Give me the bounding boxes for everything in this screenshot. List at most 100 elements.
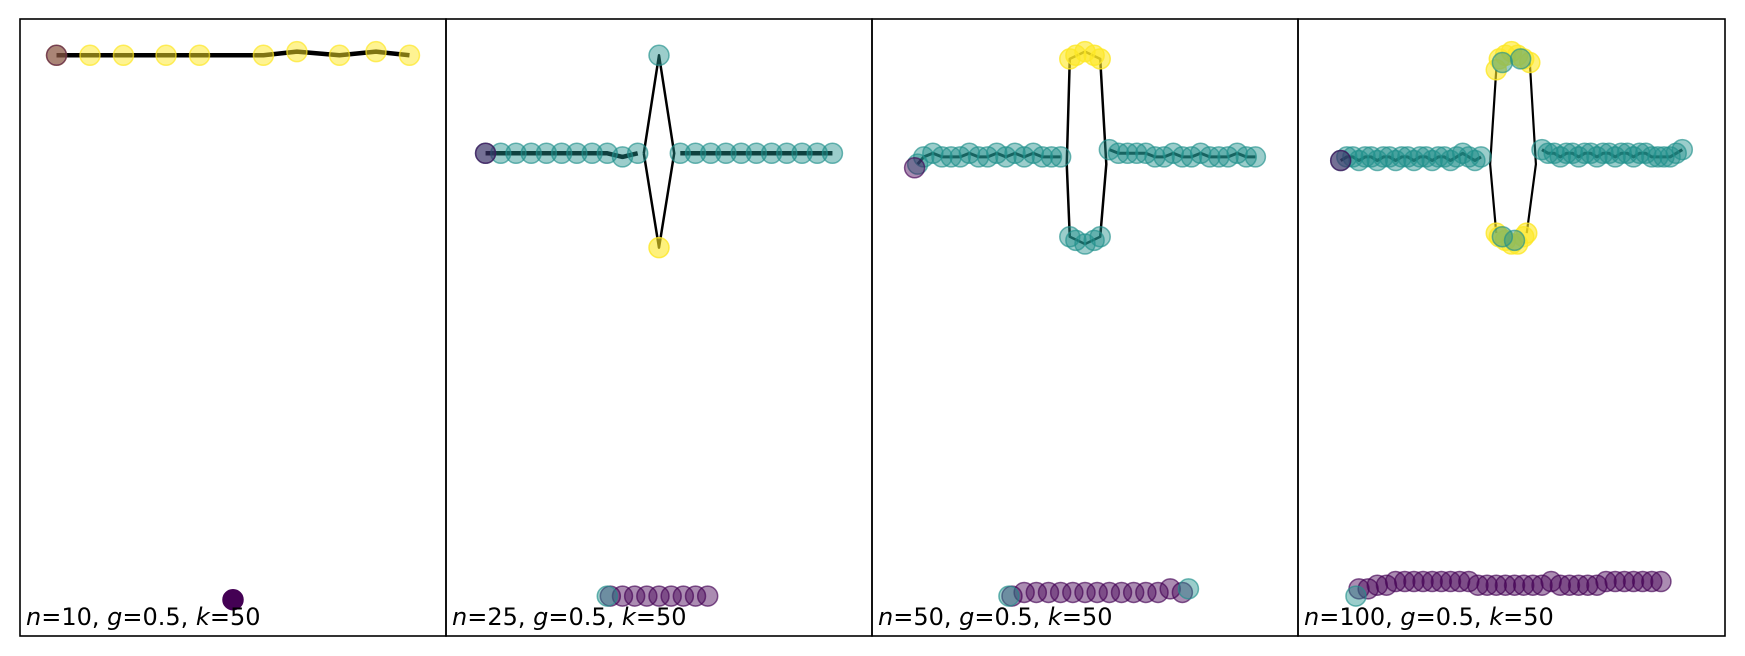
panel-2-series-2-point-1 [669, 142, 692, 165]
panel-4-series-1-point-23 [1464, 149, 1486, 172]
panel-4-series-2-point-24 [1671, 138, 1694, 161]
panel-2-series-6-point-4 [636, 585, 658, 607]
panel-4-series-8-point-1 [1345, 585, 1367, 607]
panel-2-label: n=25, g=0.5, k=50 [452, 603, 686, 631]
panel-4-label-g: g [1400, 603, 1415, 631]
panel-4: n=100, g=0.5, k=50 [1297, 18, 1726, 637]
panel-4-series-2-point-11 [1592, 142, 1614, 165]
panel-2-series-3-point-1 [648, 44, 670, 67]
panel-3-series-6-point-12 [1135, 581, 1157, 604]
panel-3-series-2-point-4 [1125, 142, 1148, 165]
panel-4-label-k-value: 50 [1523, 603, 1554, 631]
panel-3-label-g: g [959, 603, 974, 631]
panel-4-series-7-point-20 [1522, 574, 1544, 596]
panel-1-label-g: g [107, 603, 122, 631]
panel-2-label-k: k [622, 603, 637, 631]
panel-4-series-1-point-6 [1360, 146, 1382, 168]
panel-4-series-2-point-3 [1543, 142, 1565, 165]
panel-3-series-1-point-8 [967, 146, 990, 168]
panel-4-series-7-point-9 [1421, 570, 1443, 593]
panel-4-series-1-point-4 [1348, 149, 1370, 172]
panel-4-series-7-point-5 [1384, 570, 1407, 593]
panel-4-series-1-point-5 [1354, 146, 1376, 168]
panel-2: n=25, g=0.5, k=50 [445, 18, 873, 637]
panel-3: n=50, g=0.5, k=50 [871, 18, 1299, 637]
panel-4-series-2-point-12 [1598, 142, 1620, 165]
panel-2-series-2-point-10 [806, 142, 828, 165]
panel-1-label-n-value: 10 [61, 603, 92, 631]
panel-3-series-6-point-10 [1110, 581, 1133, 604]
panel-4-series-1-point-21 [1451, 142, 1474, 165]
panel-3-series-6-point-8 [1086, 581, 1108, 604]
panel-3-label-n-value: 50 [913, 603, 944, 631]
panel-2-connector-1 [642, 54, 676, 249]
panel-4-series-2-point-10 [1586, 146, 1608, 168]
panel-2-series-5-point-1 [474, 142, 497, 165]
panel-3-series-4-point-4 [1083, 229, 1105, 252]
panel-4-series-2-point-9 [1580, 142, 1602, 165]
panel-3-series-2-point-9 [1171, 146, 1194, 168]
panel-1-series-3-point-1 [222, 588, 244, 611]
panel-1-label-k-value: 50 [230, 603, 261, 631]
panel-4-series-1-point-13 [1403, 149, 1425, 172]
panel-4-series-7-point-11 [1439, 570, 1462, 593]
panel-4-series-1-point-14 [1409, 146, 1431, 168]
panel-2-series-2-point-6 [745, 142, 768, 165]
panel-3-label-k: k [1048, 603, 1063, 631]
panel-4-series-7-point-7 [1403, 570, 1425, 593]
panel-3-series-6-point-4 [1037, 581, 1060, 604]
panel-3-series-4-point-5 [1089, 226, 1111, 248]
panel-3-frame [871, 18, 1299, 637]
panel-4-series-1-point-11 [1390, 146, 1413, 168]
panel-2-series-6-point-5 [648, 585, 670, 607]
panel-3-series-2-point-13 [1208, 146, 1230, 168]
panel-3-series-6-point-5 [1049, 581, 1072, 604]
panel-4-series-1-point-12 [1397, 146, 1419, 168]
panel-4-series-7-point-31 [1622, 570, 1645, 593]
panel-1-label: n=10, g=0.5, k=50 [26, 603, 260, 631]
panel-4-series-5-point-1 [1491, 51, 1514, 74]
panel-2-label-g: g [533, 603, 548, 631]
panel-2-series-7-point-1 [596, 585, 619, 607]
panel-1-series-2-point-1 [45, 44, 68, 67]
panel-4-plot-area [1329, 40, 1694, 607]
panel-4-series-1-point-15 [1415, 146, 1437, 168]
panel-4-series-5-point-3 [1491, 226, 1514, 248]
panel-2-label-n: n [452, 603, 467, 631]
panel-4-series-2-point-7 [1567, 146, 1590, 168]
panel-4-series-7-point-29 [1604, 570, 1626, 593]
panel-3-series-2-point-6 [1144, 146, 1166, 168]
panel-3-series-3-point-5 [1089, 48, 1111, 70]
panel-1-label-k: k [196, 603, 211, 631]
panel-2-series-6-point-8 [684, 585, 707, 607]
panel-4-connector-1 [1489, 69, 1498, 234]
panel-2-series-4-point-1 [648, 236, 670, 259]
panel-2-series-1-point-8 [581, 142, 603, 165]
panel-4-series-2-point-13 [1604, 146, 1626, 168]
panel-4-series-7-point-25 [1567, 574, 1590, 596]
panel-1-series-1-point-7 [286, 40, 308, 63]
panel-4-series-2-point-1 [1531, 138, 1553, 161]
panel-2-series-2-point-5 [730, 142, 752, 165]
panel-4-series-2-point-16 [1622, 146, 1645, 168]
panel-2-series-2-point-7 [760, 142, 783, 165]
panel-4-series-2-point-23 [1665, 142, 1687, 165]
panel-2-series-6-point-2 [611, 585, 634, 607]
panel-1-series-1-point-4 [155, 44, 177, 67]
panel-4-series-2-point-19 [1641, 146, 1663, 168]
panel-2-series-2-point-4 [715, 142, 737, 165]
panel-4-series-1-point-8 [1372, 146, 1395, 168]
panel-2-series-6-point-7 [672, 585, 695, 607]
panel-3-series-2-point-3 [1116, 142, 1139, 165]
panel-4-series-7-point-23 [1549, 574, 1572, 596]
panel-3-series-1-point-4 [931, 146, 953, 168]
panel-4-label-n: n [1304, 603, 1319, 631]
panel-2-series-6-point-6 [660, 585, 682, 607]
panel-3-series-6-point-15 [1171, 581, 1194, 604]
panel-2-series-1-point-5 [535, 142, 558, 165]
panel-4-series-1-point-7 [1366, 149, 1389, 172]
panel-4-series-1-point-22 [1458, 146, 1480, 168]
panel-4-series-1-point-24 [1470, 146, 1492, 168]
panel-3-series-1-point-16 [1040, 146, 1063, 168]
panel-2-series-1-point-2 [490, 142, 512, 165]
